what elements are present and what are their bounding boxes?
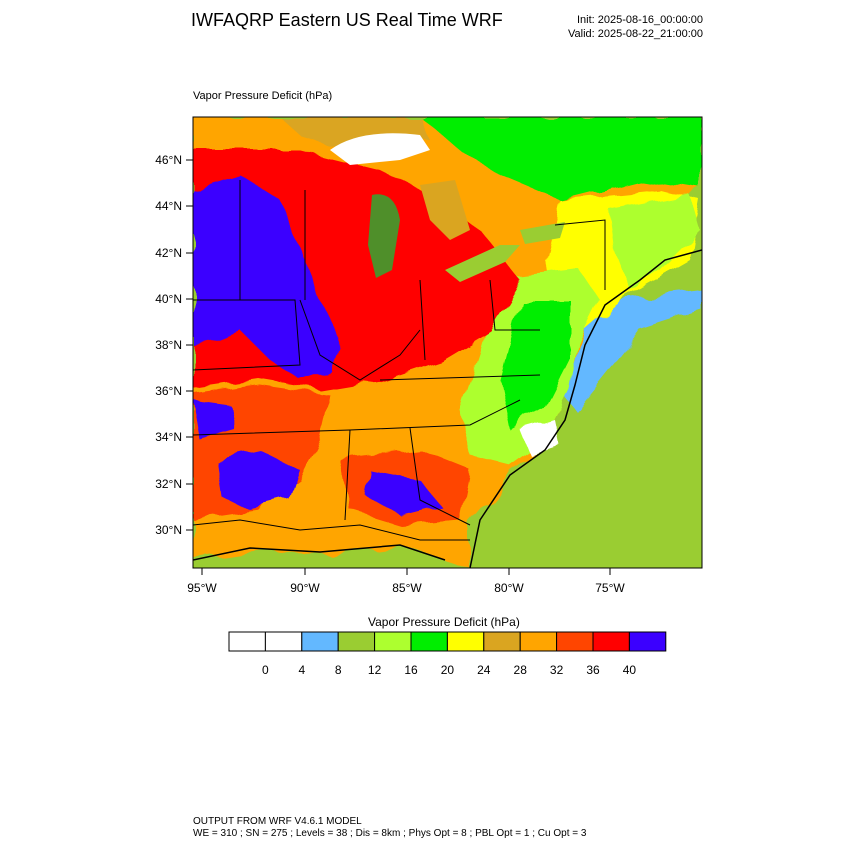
lon-axis: 95°W 90°W 85°W 80°W 75°W — [187, 568, 625, 595]
newengland-green — [610, 195, 700, 290]
lat-label-46: 46°N — [155, 153, 182, 167]
north-green — [420, 117, 702, 200]
colorbar-tick-label: 16 — [404, 663, 418, 677]
run-times: Init: 2025-08-16_00:00:00 Valid: 2025-08… — [568, 13, 703, 41]
lat-label-40: 40°N — [155, 292, 182, 306]
lat-axis: 46°N 44°N 42°N 40°N 38°N 36°N 34°N 32°N … — [155, 153, 193, 537]
lake-superior — [330, 133, 430, 165]
colorbar-box — [410, 631, 448, 652]
lon-label-95: 95°W — [187, 581, 217, 595]
colorbar-labels: 0 4 8 12 16 20 24 28 32 36 40 — [262, 663, 636, 677]
lat-label-42: 42°N — [155, 246, 182, 260]
lat-label-30: 30°N — [155, 523, 182, 537]
colorbar-tick-label: 12 — [368, 663, 382, 677]
field-title: Vapor Pressure Deficit (hPa) — [193, 90, 333, 102]
figure-title: IWFAQRP Eastern US Real Time WRF — [191, 10, 503, 30]
lon-label-80: 80°W — [494, 581, 524, 595]
gulf-coastline — [193, 544, 446, 561]
lake-huron — [420, 180, 470, 240]
map-frame — [192, 116, 703, 569]
lake-michigan — [368, 194, 400, 278]
colorbar-box — [519, 631, 558, 652]
colorbar-box — [228, 631, 266, 652]
colorbar-box — [374, 631, 412, 652]
colorbar-box — [446, 631, 485, 652]
colorbar-tick-label: 4 — [298, 663, 305, 677]
lake-erie — [445, 245, 520, 282]
lon-label-90: 90°W — [290, 581, 320, 595]
init-time: Init: 2025-08-16_00:00:00 — [577, 14, 703, 26]
vpd-max-alabama — [365, 470, 440, 515]
colorbar-tick-label: 0 — [262, 663, 269, 677]
vpd-max-south — [215, 450, 300, 510]
map-field — [193, 117, 702, 568]
colorbar-box — [556, 631, 594, 652]
colorbar-tick-label: 24 — [477, 663, 491, 677]
colorbar-tick-label: 40 — [623, 663, 637, 677]
colorbar-box — [483, 631, 521, 652]
colorbar-title: Vapor Pressure Deficit (hPa) — [368, 615, 520, 629]
state-borders — [193, 180, 606, 541]
colorbar-box — [628, 631, 667, 652]
lon-label-75: 75°W — [595, 581, 625, 595]
lon-label-85: 85°W — [392, 581, 422, 595]
valid-time: Valid: 2025-08-22_21:00:00 — [568, 28, 703, 40]
colorbar-box — [337, 631, 376, 652]
virginia-green — [500, 300, 570, 430]
vpd-max-core — [193, 175, 340, 380]
lat-label-36: 36°N — [155, 384, 182, 398]
carolina-low — [520, 420, 560, 455]
colorbar-box — [592, 631, 630, 652]
colorbar-tick-label: 32 — [550, 663, 564, 677]
lat-label-38: 38°N — [155, 338, 182, 352]
lat-label-44: 44°N — [155, 199, 182, 213]
vpd-max-west — [193, 400, 235, 440]
colorbar-tick-label: 28 — [514, 663, 528, 677]
lat-label-32: 32°N — [155, 477, 182, 491]
colorbar-tick-label: 36 — [586, 663, 600, 677]
footer-line-2: WE = 310 ; SN = 275 ; Levels = 38 ; Dis … — [193, 828, 587, 839]
model-footer: OUTPUT FROM WRF V4.6.1 MODEL WE = 310 ; … — [193, 816, 586, 840]
colorbar-tick-label: 20 — [441, 663, 455, 677]
lake-ontario — [520, 222, 565, 244]
atlantic-coastline — [469, 249, 702, 568]
colorbar — [228, 631, 667, 652]
lat-label-34: 34°N — [155, 430, 182, 444]
colorbar-box — [301, 631, 339, 652]
footer-line-1: OUTPUT FROM WRF V4.6.1 MODEL — [193, 816, 362, 827]
colorbar-box — [264, 631, 303, 652]
colorbar-tick-label: 8 — [335, 663, 342, 677]
